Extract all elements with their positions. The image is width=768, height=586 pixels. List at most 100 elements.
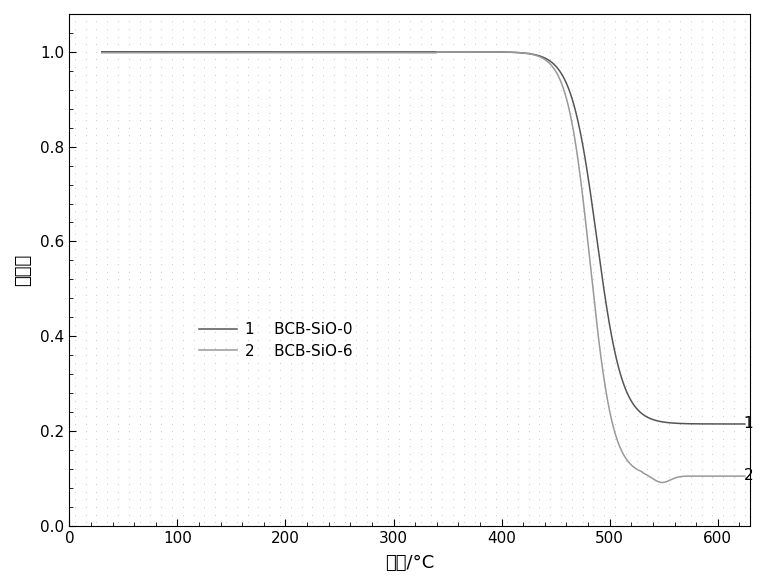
Point [490,464,502,473]
Point [674,320,686,329]
Point [674,17,686,26]
Point [674,237,686,246]
Point [209,381,221,390]
Point [209,464,221,473]
Point [155,320,167,329]
Point [123,343,135,352]
Point [317,464,329,473]
Point [263,434,276,444]
Point [458,495,470,504]
Point [112,229,124,239]
Point [447,487,459,496]
Point [641,252,654,261]
Point [631,502,643,512]
Point [588,47,600,56]
Point [68,312,81,322]
Point [317,282,329,292]
Point [479,495,492,504]
Point [134,275,146,284]
Point [436,237,449,246]
Point [598,464,611,473]
Point [317,487,329,496]
Point [674,169,686,178]
Point [123,510,135,519]
Point [274,244,286,254]
Point [349,138,362,148]
Point [684,275,697,284]
Point [511,229,524,239]
Point [544,214,556,223]
Point [609,290,621,299]
Point [187,267,200,277]
Point [317,237,329,246]
Point [209,312,221,322]
Point [360,275,372,284]
Point [707,260,719,269]
Point [717,381,730,390]
Point [674,456,686,466]
Point [198,123,210,132]
Point [425,312,438,322]
Point [392,456,405,466]
Point [241,479,253,489]
Point [674,70,686,79]
Point [652,487,664,496]
Point [241,343,253,352]
Point [652,312,664,322]
Point [79,252,91,261]
Point [425,343,438,352]
Point [79,427,91,436]
Point [68,32,81,42]
Point [728,350,740,360]
Point [144,479,157,489]
Point [598,229,611,239]
Point [285,449,297,458]
Point [663,502,675,512]
Point [458,358,470,367]
Point [728,183,740,193]
Point [598,517,611,527]
Point [112,222,124,231]
Point [68,343,81,352]
Point [652,472,664,481]
Point [101,161,114,171]
Point [209,389,221,398]
Point [425,487,438,496]
Point [555,358,568,367]
Point [404,47,416,56]
Point [533,244,545,254]
Point [79,206,91,216]
Point [220,32,232,42]
Point [177,17,189,26]
Point [166,206,178,216]
Point [577,275,589,284]
Point [392,252,405,261]
Point [274,350,286,360]
Point [674,138,686,148]
Point [415,464,427,473]
Point [328,100,340,110]
Point [123,502,135,512]
Point [620,252,632,261]
Point [177,100,189,110]
Point [598,176,611,185]
Point [79,290,91,299]
Point [241,85,253,94]
Point [112,396,124,406]
Point [674,312,686,322]
Point [577,62,589,71]
Point [641,100,654,110]
Point [436,146,449,155]
Point [609,77,621,87]
Point [274,456,286,466]
Point [501,93,513,102]
Point [317,47,329,56]
Point [511,138,524,148]
Point [79,396,91,406]
Point [371,199,383,208]
Point [739,464,751,473]
Point [707,298,719,307]
Point [296,260,308,269]
Point [177,350,189,360]
Point [134,229,146,239]
